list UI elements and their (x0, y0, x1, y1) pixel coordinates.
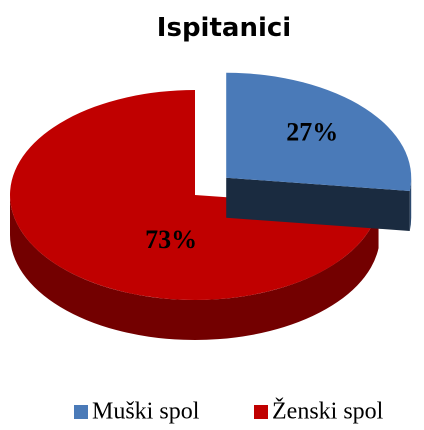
pie-slice (10, 90, 379, 341)
legend-swatch (254, 405, 268, 419)
slice-top (10, 90, 379, 300)
slice-top (226, 72, 412, 191)
pie-slice (226, 72, 412, 231)
legend-swatch (74, 405, 88, 419)
slice-face (226, 177, 410, 231)
data-label: 73% (145, 225, 197, 254)
data-label: 27% (286, 118, 338, 147)
legend-label: Ženski spol (272, 399, 384, 425)
legend-label: Muški spol (92, 399, 200, 425)
chart-title: Ispitanici (157, 13, 291, 43)
slice-side (409, 177, 412, 231)
slice-side (10, 195, 379, 341)
